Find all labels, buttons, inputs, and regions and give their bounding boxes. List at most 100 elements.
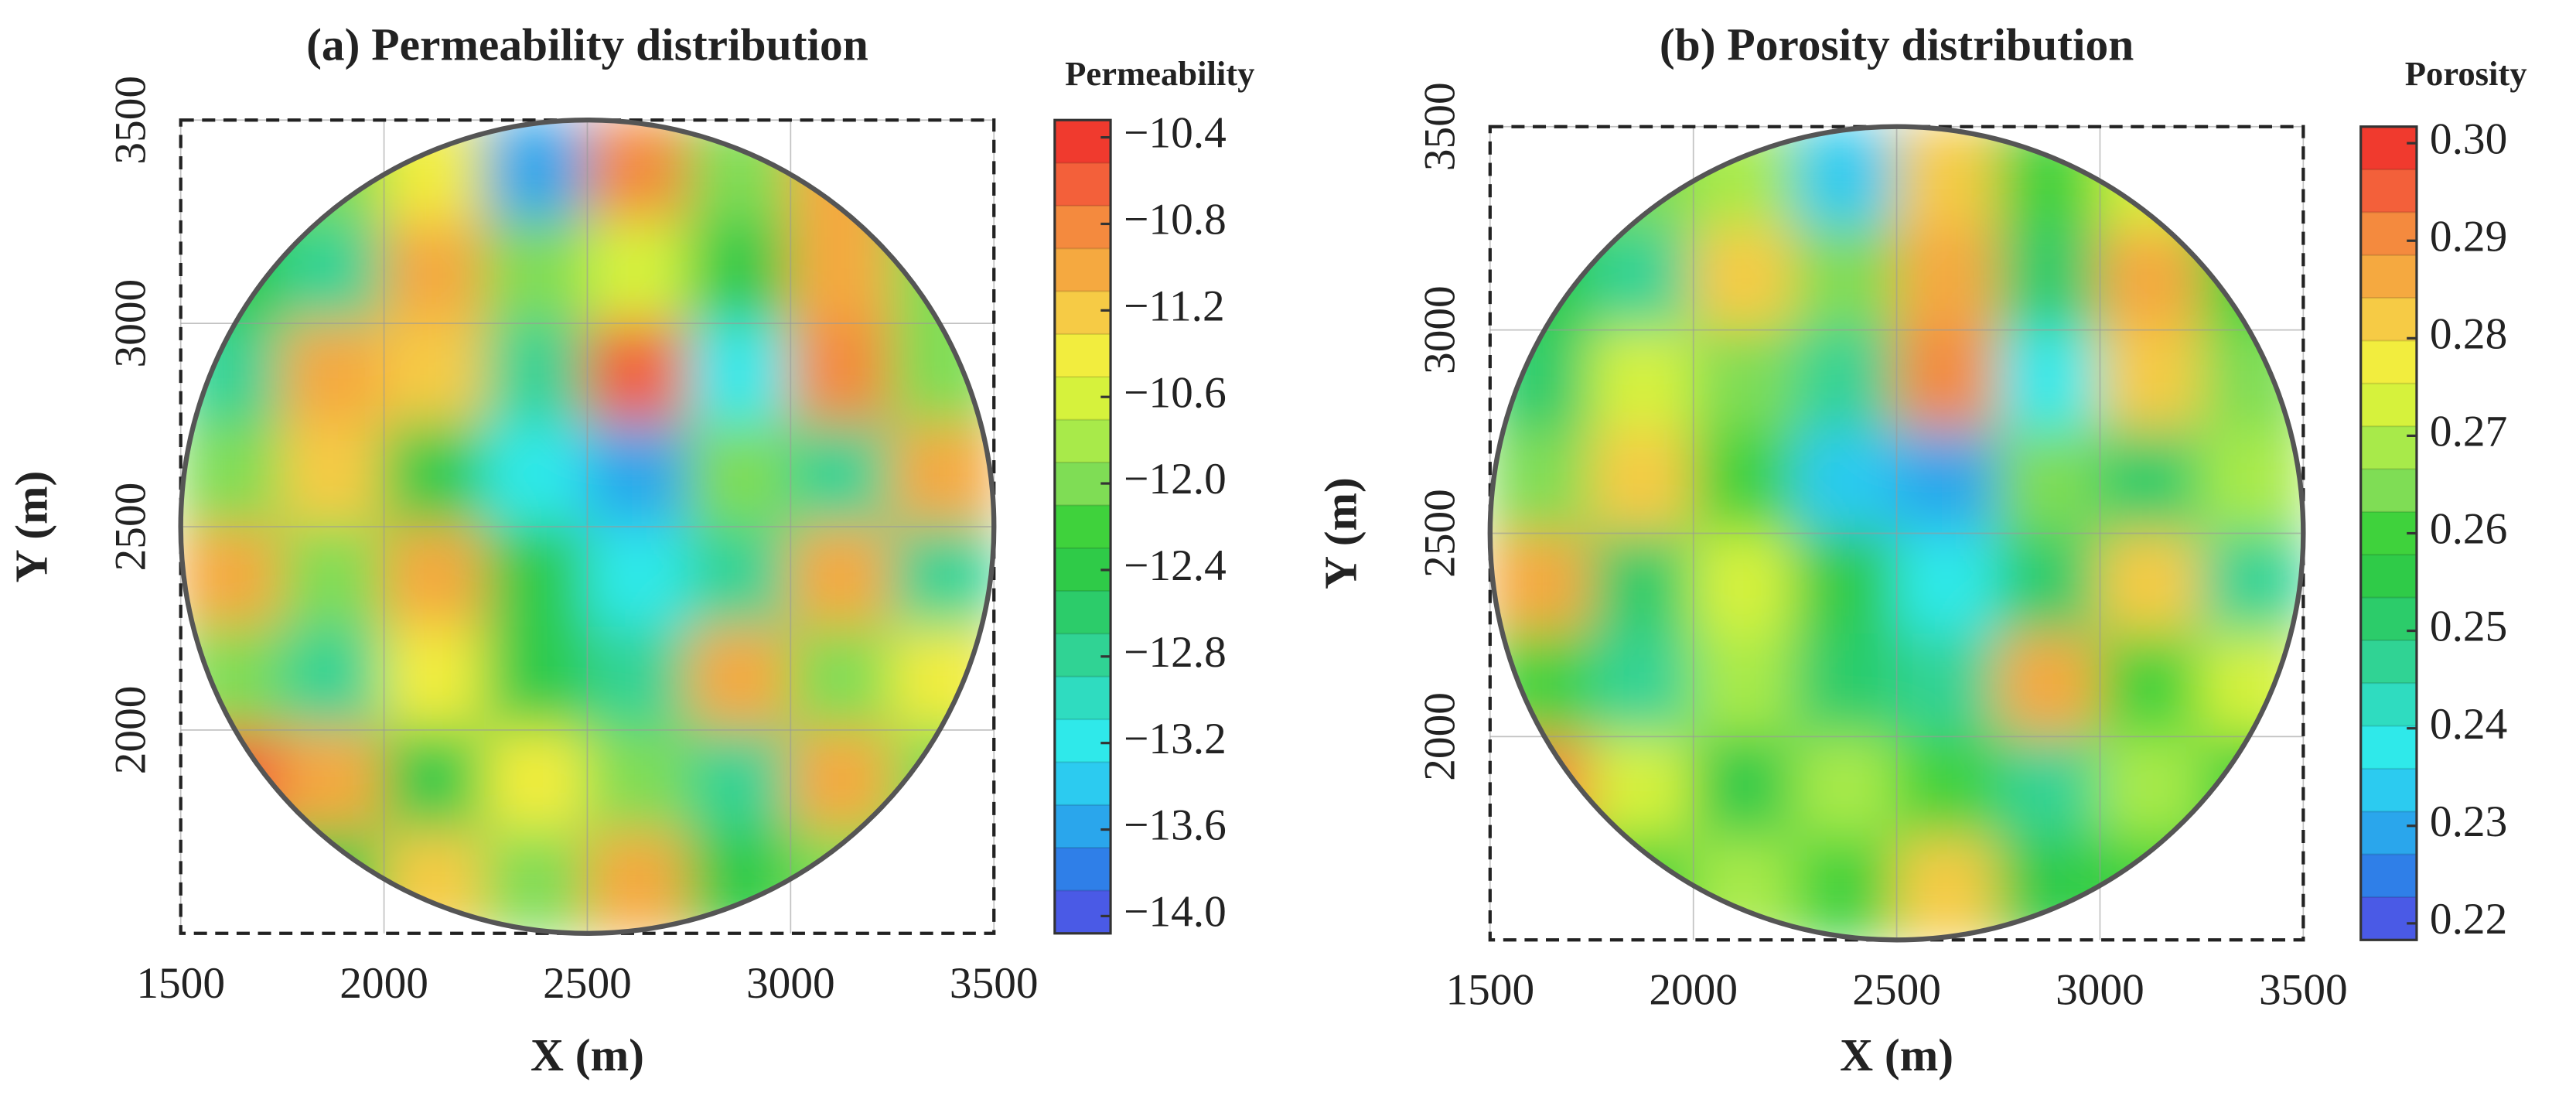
cell	[1590, 328, 1695, 434]
cell	[585, 728, 691, 834]
colorbar-tick-label: 0.30	[2430, 114, 2507, 163]
cell	[585, 220, 691, 326]
cell	[483, 830, 589, 934]
colorbar-tick-label: −10.4	[1124, 109, 1227, 158]
x-axis-label: X (m)	[1840, 1029, 1953, 1080]
cell	[1996, 633, 2102, 739]
cell	[1895, 836, 2001, 940]
y-axis-label: Y (m)	[1315, 477, 1366, 589]
colorbar-band	[1054, 591, 1111, 635]
cell	[382, 626, 488, 732]
cell	[382, 120, 488, 224]
cell	[687, 220, 793, 326]
cell	[483, 220, 589, 326]
colorbar-band	[2360, 469, 2417, 513]
cell	[180, 626, 285, 732]
colorbar-band	[1054, 419, 1111, 464]
cell	[382, 220, 488, 326]
cell	[1996, 429, 2102, 535]
colorbar-band	[1054, 120, 1111, 164]
cell	[1793, 429, 1899, 535]
colorbar-band	[2360, 254, 2417, 299]
cell	[281, 423, 386, 529]
cell	[585, 423, 691, 529]
colorbar-band	[2360, 811, 2417, 855]
colorbar-band	[1054, 505, 1111, 549]
colorbar-tick-label: 0.29	[2430, 212, 2507, 261]
cell	[1590, 633, 1695, 739]
colorbar-band	[2360, 725, 2417, 770]
cell	[1691, 633, 1797, 739]
cell	[2199, 126, 2304, 230]
cell	[585, 524, 691, 630]
cell	[382, 321, 488, 427]
colorbar-tick-label: 0.22	[2430, 895, 2507, 944]
colorbar-tick-label: 0.26	[2430, 505, 2507, 554]
colorbar-band	[1054, 676, 1111, 721]
y-tick-label: 3000	[106, 279, 155, 368]
cell	[687, 830, 793, 934]
cell	[585, 626, 691, 732]
colorbar-tick-label: 0.28	[2430, 309, 2507, 358]
cell	[483, 626, 589, 732]
cell	[687, 423, 793, 529]
cell	[1793, 633, 1899, 739]
cell	[890, 321, 995, 427]
cell	[2098, 735, 2204, 840]
colorbar-tick-label: −13.2	[1124, 715, 1227, 763]
colorbar-band	[2360, 640, 2417, 684]
cell	[890, 830, 995, 934]
cell	[1895, 429, 2001, 535]
cell	[2098, 328, 2204, 434]
chart-title: (b) Porosity distribution	[1660, 19, 2134, 70]
cell	[1996, 735, 2102, 840]
colorbar-band	[1054, 890, 1111, 934]
colorbar-band	[2360, 383, 2417, 428]
cell	[789, 524, 894, 630]
colorbar-band	[1054, 333, 1111, 378]
cell	[585, 321, 691, 427]
colorbar-band	[1054, 848, 1111, 892]
cell	[382, 423, 488, 529]
cell	[789, 220, 894, 326]
colorbar-tick-label: −12.8	[1124, 628, 1227, 677]
cell	[890, 423, 995, 529]
x-tick-label: 2000	[339, 959, 428, 1008]
cell	[1489, 633, 1594, 739]
cell	[483, 524, 589, 630]
colorbar-tick-label: −10.8	[1124, 196, 1227, 244]
cell	[1793, 328, 1899, 434]
cell	[281, 524, 386, 630]
cell	[483, 120, 589, 224]
colorbar-band	[1054, 804, 1111, 849]
colorbar-tick-label: −10.6	[1124, 368, 1227, 417]
domain-boundary	[1487, 124, 2306, 943]
colorbar-band	[2360, 683, 2417, 727]
colorbar-band	[2360, 340, 2417, 384]
domain-boundary	[178, 118, 997, 936]
cell	[1793, 126, 1899, 230]
cell	[1691, 328, 1797, 434]
cell	[1691, 126, 1797, 230]
cell	[483, 423, 589, 529]
cell	[180, 120, 285, 224]
cell	[281, 220, 386, 326]
colorbar-band	[2360, 896, 2417, 941]
y-tick-label: 2500	[106, 483, 155, 572]
cell	[382, 830, 488, 934]
cell	[2199, 429, 2304, 535]
colorbar-tick-label: 0.23	[2430, 797, 2507, 846]
cell	[483, 321, 589, 427]
x-tick-label: 1500	[136, 959, 225, 1008]
x-tick-label: 3000	[2056, 966, 2144, 1015]
cell	[1489, 836, 1594, 940]
colorbar-band	[2360, 426, 2417, 470]
cell	[1793, 227, 1899, 332]
y-tick-label: 2500	[1415, 489, 1464, 578]
x-tick-label: 2000	[1649, 966, 1738, 1015]
cell	[2199, 328, 2304, 434]
cell	[1590, 531, 1695, 637]
cell	[789, 728, 894, 834]
cell	[687, 120, 793, 224]
cell	[1996, 126, 2102, 230]
